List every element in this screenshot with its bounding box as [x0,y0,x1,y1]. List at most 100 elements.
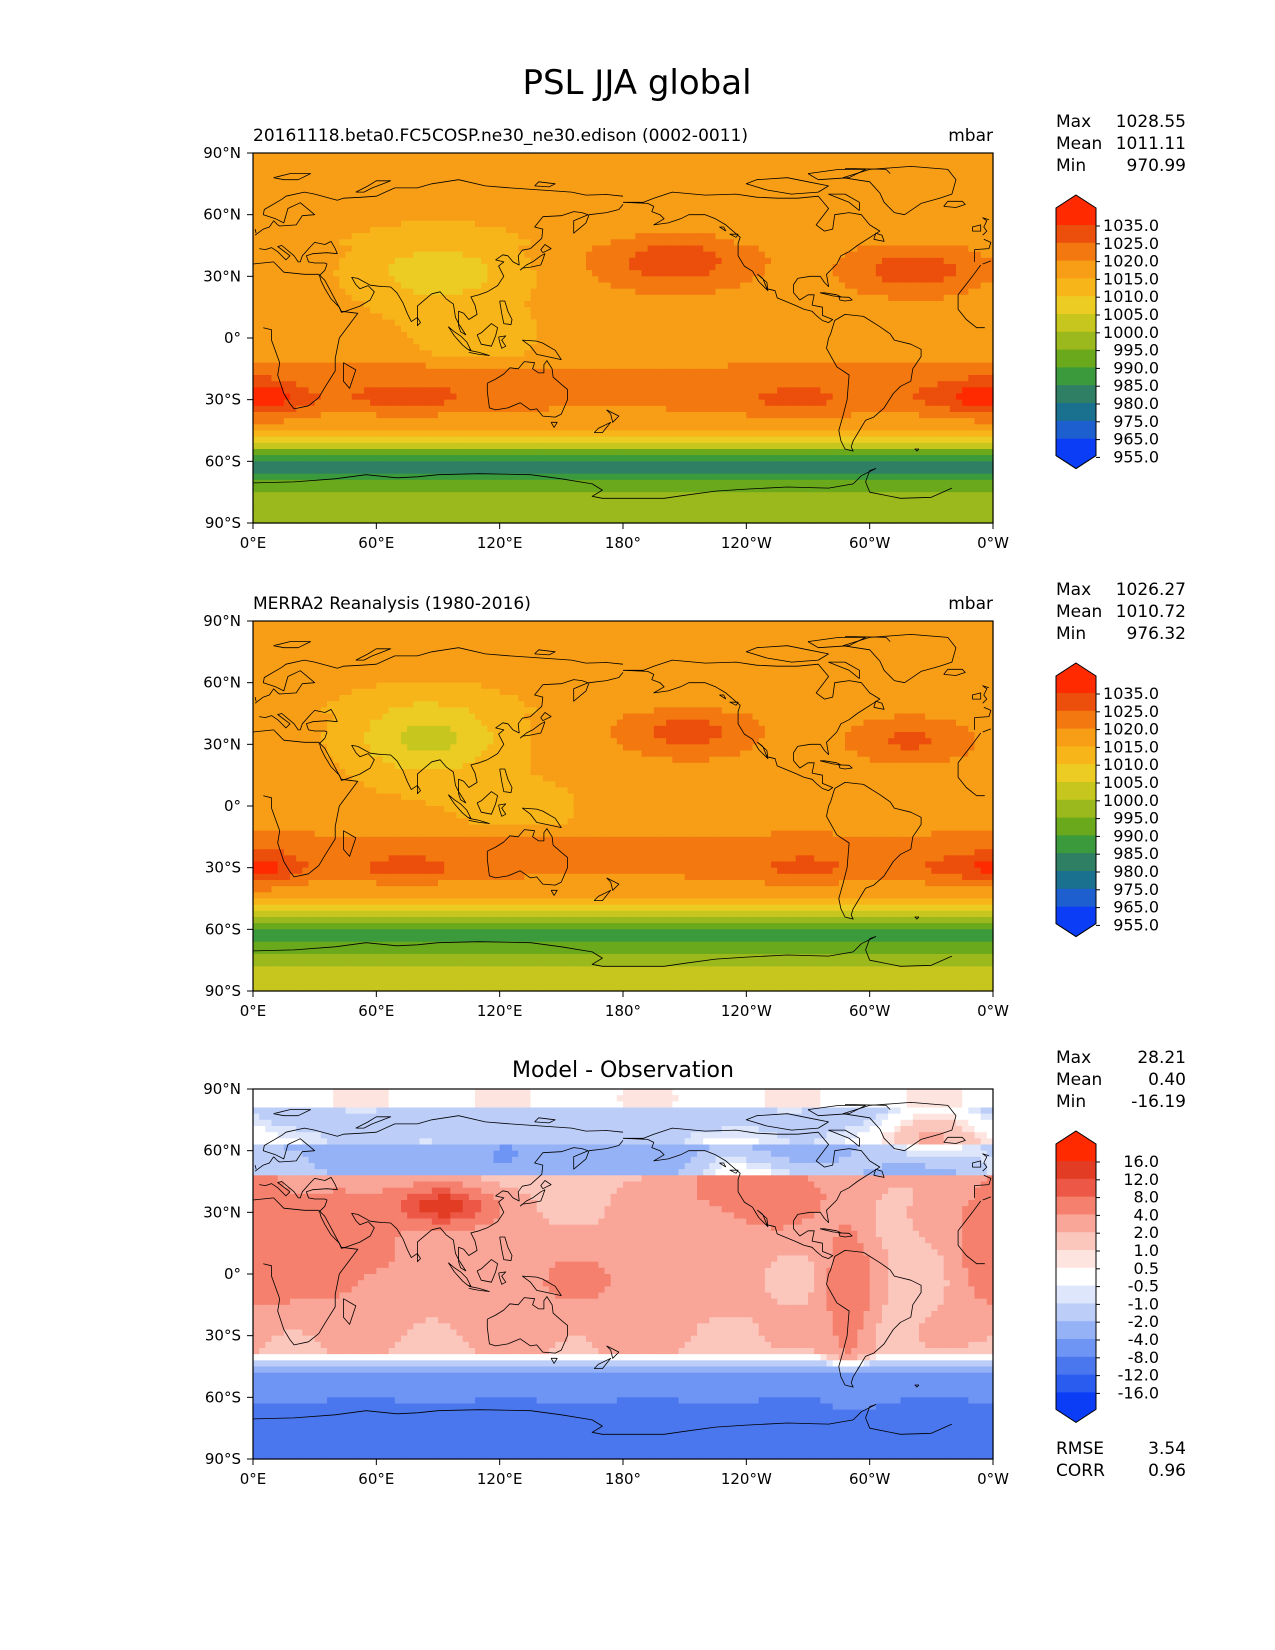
panel-0-field-cell [654,159,661,166]
panel-0-field-cell [876,153,883,160]
panel-0-field-cell [574,202,581,209]
panel-0-field-cell [524,221,531,228]
panel-0-field-cell [438,239,445,246]
panel-0-field-cell [463,190,470,197]
panel-0-field-cell [253,190,260,197]
panel-0-field-cell [666,209,673,216]
panel-0-field-cell [753,227,760,234]
panel-0-field-cell [395,233,402,240]
panel-0-field-cell [938,172,945,179]
panel-0-field-cell [740,233,747,240]
panel-0-field-cell [703,209,710,216]
panel-0-field-cell [346,184,353,191]
panel-0-field-cell [315,202,322,209]
panel-0-field-cell [808,202,815,209]
panel-0-field-cell [907,178,914,185]
panel-0-field-cell [654,153,661,160]
panel-0-field-cell [333,165,340,172]
panel-0-field-cell [524,239,531,246]
panel-0-field-cell [691,221,698,228]
panel-0-field-cell [543,209,550,216]
panel-0-field-cell [894,184,901,191]
panel-0-field-cell [426,202,433,209]
panel-0-field-cell [278,209,285,216]
panel-0-field-cell [894,165,901,172]
panel-0-field-cell [278,159,285,166]
panel-0-field-cell [444,202,451,209]
panel-0-field-cell [370,159,377,166]
panel-0-field-cell [463,209,470,216]
panel-0-field-cell [395,190,402,197]
panel-0-field-cell [395,227,402,234]
panel-0-field-cell [716,190,723,197]
panel-0-field-cell [642,209,649,216]
panel-0-field-cell [413,202,420,209]
panel-0-field-cell [407,215,414,222]
panel-0-field-cell [728,190,735,197]
panel-0-field-cell [611,159,618,166]
panel-0-field-cell [666,196,673,203]
panel-0-field-cell [395,172,402,179]
panel-0-field-cell [722,233,729,240]
panel-0-field-cell [537,172,544,179]
panel-0-field-cell [438,184,445,191]
panel-0-field-cell [648,233,655,240]
panel-0-field-cell [944,178,951,185]
panel-0-field-cell [543,196,550,203]
panel-0-field-cell [716,178,723,185]
panel-0-field-cell [265,165,272,172]
panel-0-field-cell [611,165,618,172]
panel-0-field-cell [500,172,507,179]
panel-0-field-cell [487,190,494,197]
panel-0-field-cell [938,215,945,222]
panel-0-field-cell [888,221,895,228]
panel-0-field-cell [444,159,451,166]
panel-0-field-cell [617,178,624,185]
panel-0-field-cell [802,221,809,228]
panel-0-field-cell [888,178,895,185]
panel-0-field-cell [913,172,920,179]
panel-0-field-cell [401,202,408,209]
panel-0-field-cell [808,165,815,172]
panel-0-field-cell [407,178,414,185]
panel-0-field-cell [697,227,704,234]
panel-0-field-cell [518,239,525,246]
panel-0-field-cell [642,233,649,240]
panel-0-field-cell [870,190,877,197]
panel-0-field-cell [790,227,797,234]
panel-0-field-cell [296,184,303,191]
panel-0-field-cell [746,221,753,228]
panel-0-field-cell [518,178,525,185]
panel-0-field-cell [469,184,476,191]
panel-0-field-cell [907,190,914,197]
panel-0-field-cell [592,178,599,185]
panel-0-field-cell [524,165,531,172]
panel-0-field-cell [765,227,772,234]
panel-0-field-cell [759,215,766,222]
panel-0-field-cell [481,153,488,160]
panel-0-field-cell [487,215,494,222]
panel-0-field-cell [253,153,260,160]
panel-0-field-cell [962,209,969,216]
panel-0-field-cell [956,190,963,197]
panel-0-field-cell [518,190,525,197]
panel-0-field-cell [648,221,655,228]
panel-0-field-cell [543,159,550,166]
panel-0-field-cell [537,159,544,166]
panel-0-field-cell [882,153,889,160]
panel-0-field-cell [309,227,316,234]
panel-0-field-cell [296,153,303,160]
panel-0-field-cell [327,159,334,166]
panel-0-field-cell [469,202,476,209]
panel-0-field-cell [648,239,655,246]
panel-0-field-cell [679,202,686,209]
panel-0-field-cell [901,196,908,203]
panel-0-field-cell [722,209,729,216]
panel-0-field-cell [666,215,673,222]
panel-0-field-cell [981,184,988,191]
panel-0-field-cell [814,209,821,216]
panel-0-field-cell [531,153,538,160]
panel-0-field-cell [882,215,889,222]
panel-0-field-cell [346,178,353,185]
panel-0-field-cell [814,221,821,228]
